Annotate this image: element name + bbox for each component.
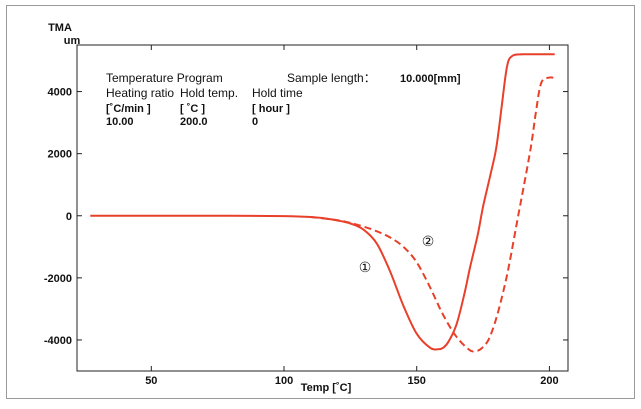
- curve-2-label: ②: [422, 233, 435, 249]
- hold-temp-title: Hold temp.: [180, 86, 238, 100]
- curve-1-label: ①: [359, 259, 372, 275]
- hold-time-value: 0: [252, 116, 258, 128]
- y-axis-title: TMA: [48, 22, 72, 34]
- y-tick-label: -4000: [44, 335, 72, 347]
- curve-2-line: [310, 76, 555, 353]
- curves-layer: [90, 53, 555, 353]
- x-tick-label: 200: [540, 375, 558, 387]
- x-axis-title: Temp [˚C]: [301, 382, 352, 394]
- sample-length-label: Sample length：: [287, 71, 376, 85]
- hold-temp-unit: [ ˚C ]: [180, 103, 205, 115]
- y-tick-label: -2000: [44, 273, 72, 285]
- x-tick-label: 50: [145, 375, 157, 387]
- program-title: Temperature Program: [106, 71, 223, 85]
- y-tick-label: 0: [66, 211, 72, 223]
- heating-ratio-unit: [˚C/min ]: [106, 103, 151, 115]
- heating-ratio-value: 10.00: [106, 116, 134, 128]
- sample-length-value: 10.000[mm]: [400, 73, 461, 85]
- hold-time-title: Hold time: [252, 86, 303, 100]
- axis-ticks-layer: 50 100 150 200 4000 2000 0 -2000 -4000: [44, 45, 568, 387]
- heating-ratio-title: Heating ratio: [106, 86, 174, 100]
- hold-temp-value: 200.0: [180, 116, 208, 128]
- x-tick-label: 150: [408, 375, 426, 387]
- y-axis-unit: um: [64, 35, 81, 47]
- hold-time-unit: [ hour ]: [252, 103, 290, 115]
- x-tick-label: 100: [275, 375, 293, 387]
- plot-area-frame: [76, 44, 569, 372]
- y-tick-label: 2000: [48, 149, 72, 161]
- y-tick-label: 4000: [48, 87, 72, 99]
- temperature-program-block: Temperature Program Sample length： 10.00…: [106, 71, 461, 128]
